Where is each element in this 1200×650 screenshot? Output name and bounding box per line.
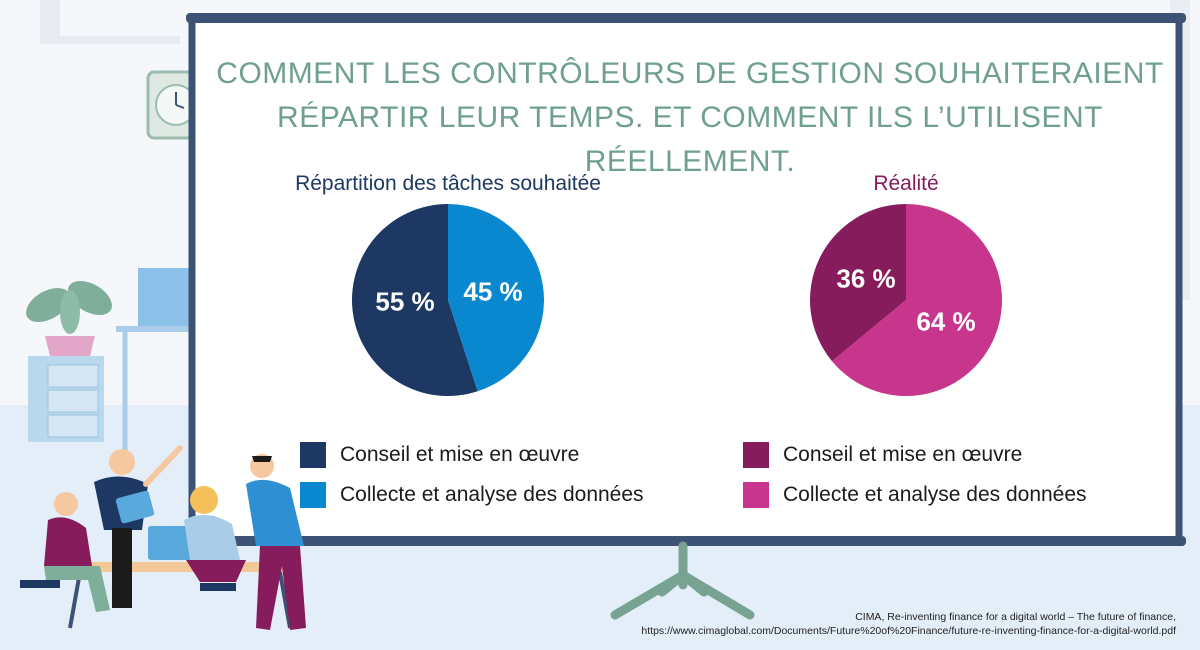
- legend-label: Collecte et analyse des données: [340, 483, 644, 506]
- pie-reality-slice-collecte: [832, 204, 1002, 396]
- pie-wish-slice-collecte: [448, 204, 545, 392]
- board-title-line-2: RÉPARTIR LEUR TEMPS. ET COMMENT ILS L’UT…: [277, 101, 1103, 178]
- legend-swatch: [743, 482, 769, 508]
- legend-wish-conseil: Conseil et mise en œuvre: [300, 441, 579, 469]
- legend-label: Conseil et mise en œuvre: [783, 443, 1023, 466]
- plant-icon: [26, 280, 112, 356]
- legend-swatch: [743, 442, 769, 468]
- source-line-1: CIMA, Re-inventing finance for a digital…: [855, 611, 1176, 623]
- source-citation: CIMA, Re-inventing finance for a digital…: [641, 610, 1176, 638]
- team-illustration: [20, 445, 306, 630]
- pie-reality-label-collecte: 64 %: [916, 306, 976, 337]
- pie-wish-label-conseil: 55 %: [375, 286, 435, 317]
- legend-swatch: [300, 442, 326, 468]
- pie-reality-slice-conseil: [809, 204, 906, 362]
- wall-clock-icon: [146, 70, 202, 140]
- legend-reality-conseil: Conseil et mise en œuvre: [743, 441, 1022, 469]
- easel-stand: [610, 541, 755, 620]
- pie-wish-slice-conseil: [352, 204, 478, 396]
- chart-title-wish: Répartition des tâches souhaitée: [295, 172, 601, 195]
- board-title-line-1: COMMENT LES CONTRÔLEURS DE GESTION SOUHA…: [216, 57, 1164, 90]
- legend-label: Conseil et mise en œuvre: [340, 443, 580, 466]
- legend-reality-collecte: Collecte et analyse des données: [743, 481, 1087, 509]
- chart-title-reality: Réalité: [873, 172, 939, 195]
- source-line-2: https://www.cimaglobal.com/Documents/Fut…: [641, 625, 1176, 637]
- legend-swatch: [300, 482, 326, 508]
- pie-wish-label-collecte: 45 %: [463, 276, 523, 307]
- pie-reality-label-conseil: 36 %: [836, 263, 896, 294]
- legend-label: Collecte et analyse des données: [783, 483, 1087, 506]
- legend-wish-collecte: Collecte et analyse des données: [300, 481, 644, 509]
